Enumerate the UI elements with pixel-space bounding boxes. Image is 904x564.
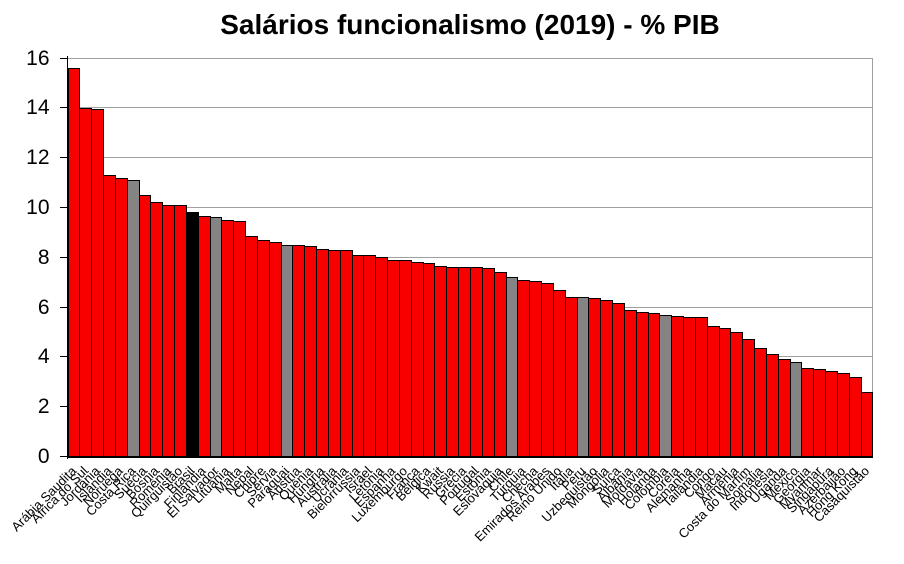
y-axis-tick-14 (59, 107, 68, 109)
y-axis-tick-6 (59, 306, 68, 308)
y-axis-tick-8 (59, 256, 68, 258)
y-tick-label-2: 2 (37, 395, 50, 419)
x-axis (67, 455, 873, 458)
y-axis-tick-16 (59, 57, 68, 59)
y-tick-label-12: 12 (26, 146, 50, 170)
y-tick-label-6: 6 (37, 295, 50, 319)
gridline-8 (67, 256, 873, 258)
y-axis-tick-12 (59, 157, 68, 159)
plot-right-border (872, 58, 873, 457)
chart-title: Salários funcionalismo (2019) - % PIB (220, 9, 720, 40)
y-axis-tick-0 (59, 456, 68, 457)
gridline-14 (67, 107, 873, 109)
y-axis-tick-4 (59, 356, 68, 358)
y-tick-label-14: 14 (26, 96, 50, 120)
bar-Casaquistão (860, 391, 874, 457)
y-tick-label-4: 4 (37, 345, 50, 369)
gridline-12 (67, 157, 873, 159)
y-tick-label-10: 10 (26, 195, 50, 219)
y-axis-tick-10 (59, 206, 68, 208)
y-tick-label-16: 16 (26, 46, 50, 70)
y-tick-label-0: 0 (37, 445, 50, 468)
y-axis-tick-2 (59, 406, 68, 408)
y-axis (67, 56, 69, 459)
y-tick-label-8: 8 (37, 245, 50, 269)
gridline-16 (67, 57, 873, 59)
gridline-10 (67, 206, 873, 208)
